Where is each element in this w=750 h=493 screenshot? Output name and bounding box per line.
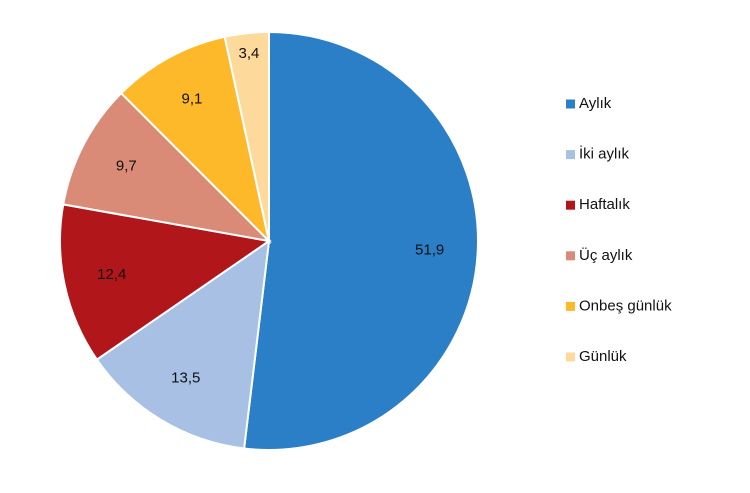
pie-slice [242,30,479,451]
pie-slice [119,35,271,245]
legend-label: Haftalık [579,196,630,213]
pie-slice [223,30,270,242]
data-label: 12,4 [97,266,126,283]
legend-swatch [566,251,575,261]
pie-slice [95,238,271,450]
data-label: 9,1 [181,91,202,108]
legend-swatch [566,301,575,311]
pie-slice [62,91,272,243]
legend-swatch [566,150,575,160]
legend-swatch [566,99,575,109]
data-label: 51,9 [415,242,444,259]
legend-label: Onbeş günlük [579,297,672,314]
legend-label: Aylık [579,95,612,112]
data-label: 13,5 [171,370,200,387]
legend-swatch [566,352,575,362]
pie-slice [59,203,272,361]
data-label: 9,7 [116,158,137,175]
legend-label: Üç aylık [579,246,633,264]
legend-label: Günlük [579,348,627,365]
legend-label: İki aylık [579,145,630,163]
legend-swatch [566,200,575,210]
data-label: 3,4 [239,45,260,62]
